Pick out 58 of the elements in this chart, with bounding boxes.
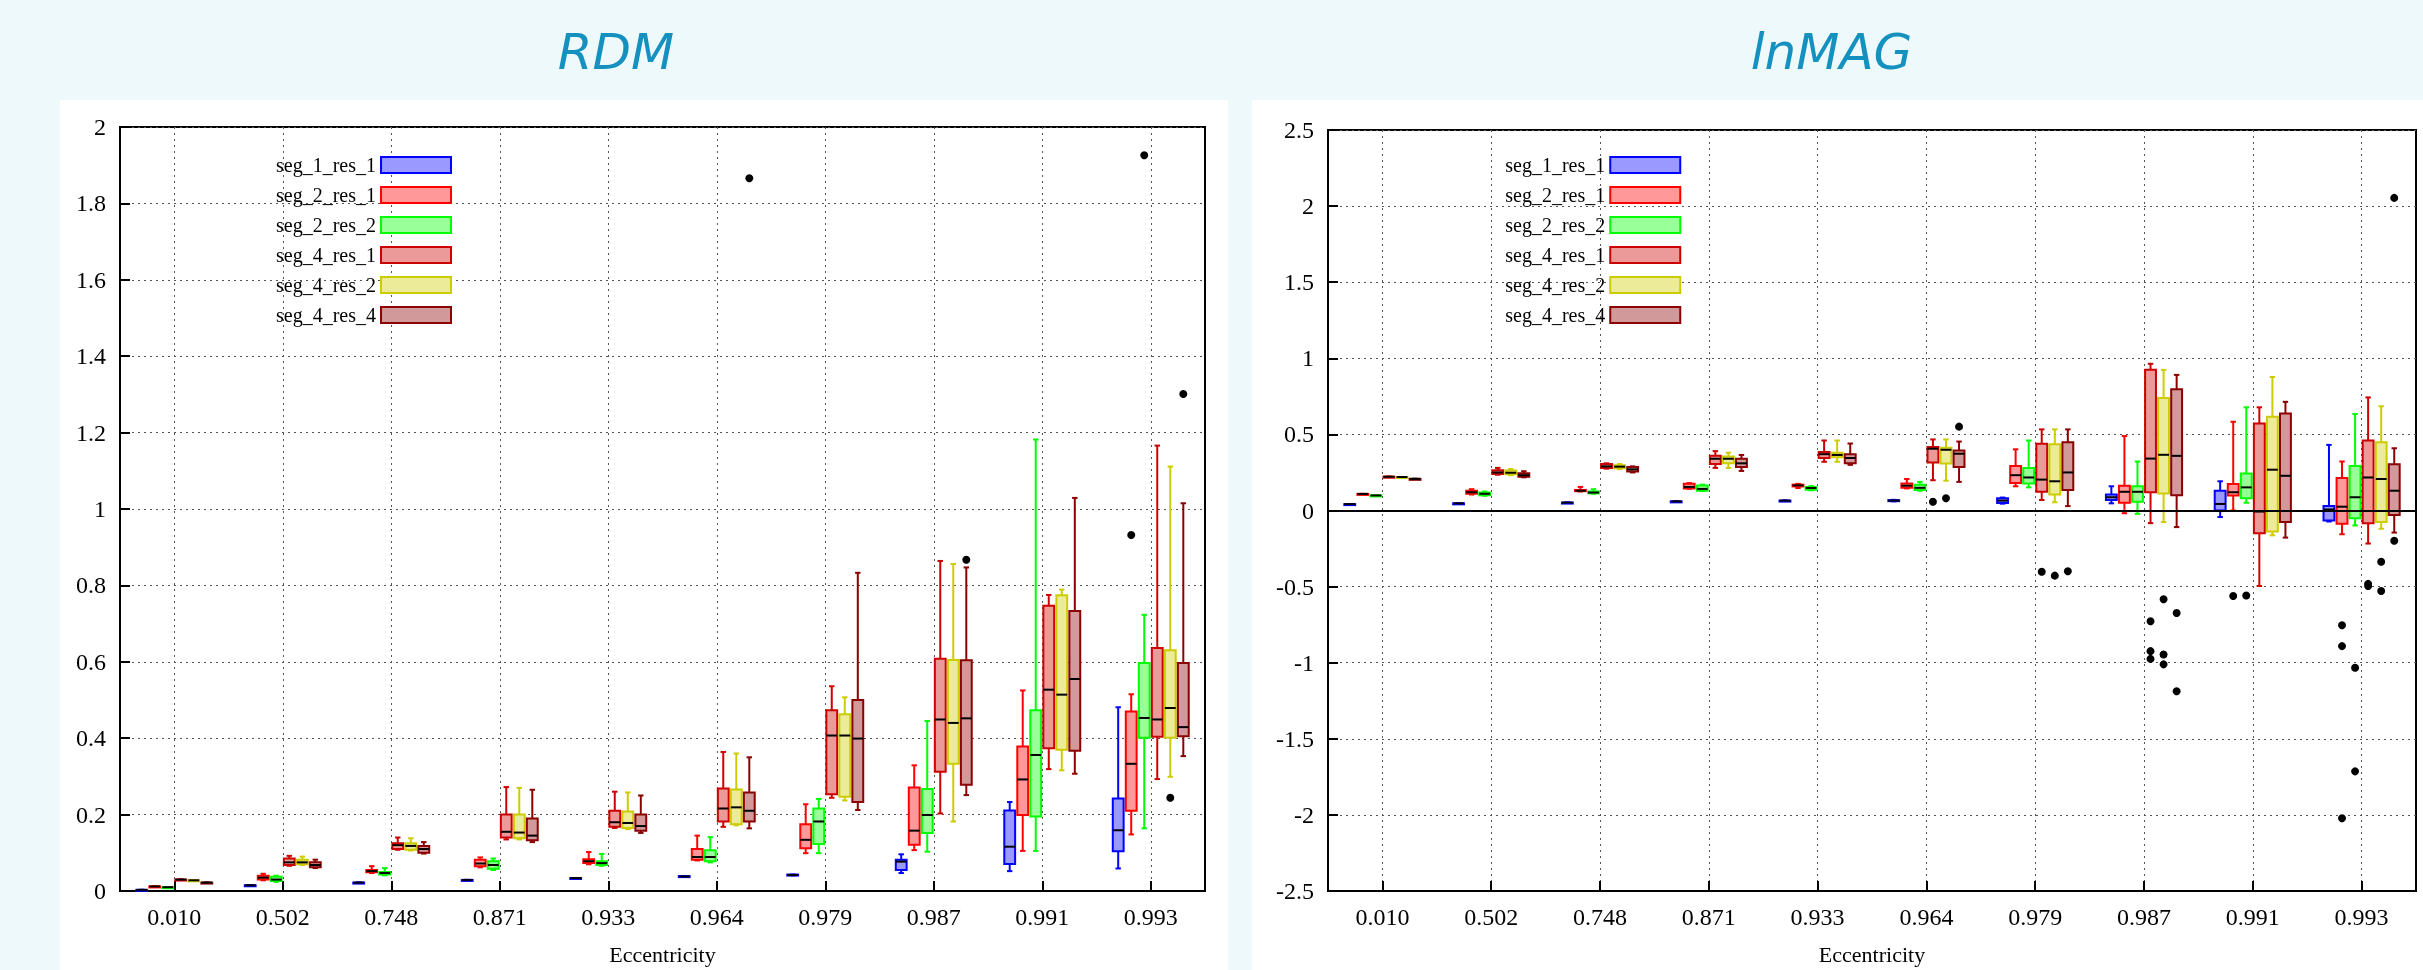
x-tick-label: 0.987 [906, 904, 961, 930]
x-tick-label: 0.748 [1573, 904, 1627, 930]
x-tick-label: 0.964 [1899, 904, 1954, 930]
y-tick-label: 1.2 [76, 419, 106, 446]
x-tick-label: 0.748 [364, 904, 419, 930]
x-tick-label: 0.871 [472, 904, 527, 930]
y-tick-label: 0.4 [76, 725, 106, 752]
x-tick-label: 0.871 [1681, 904, 1736, 930]
legend-label: seg_2_res_2 [1505, 214, 1606, 237]
legend-label: seg_2_res_2 [276, 214, 377, 237]
legend-label: seg_4_res_4 [276, 304, 377, 327]
legend-label: seg_1_res_1 [1505, 154, 1606, 177]
y-tick-label: 0.2 [76, 801, 106, 828]
legend-label: seg_1_res_1 [276, 154, 377, 177]
y-tick-label: 2 [1302, 193, 1314, 220]
y-tick-label: 1 [1302, 345, 1314, 372]
y-tick-label: -1.5 [1276, 725, 1314, 752]
x-tick-label: 0.993 [2334, 904, 2389, 930]
x-tick-label: 0.987 [2117, 904, 2171, 930]
x-tick-label: 0.933 [581, 904, 636, 930]
y-tick-label: 0 [94, 878, 106, 904]
x-axis-title: Eccentricity [609, 941, 716, 967]
x-tick-label: 0.010 [1355, 904, 1410, 930]
legend-label: seg_2_res_1 [1505, 184, 1606, 207]
x-tick-label: 0.991 [2225, 904, 2280, 930]
y-tick-label: 0.5 [1284, 421, 1314, 448]
x-axis-title: Eccentricity [1818, 941, 1926, 967]
x-tick-label: 0.979 [798, 904, 853, 930]
x-tick-label: 0.010 [147, 904, 202, 930]
y-tick-label: 0.6 [76, 648, 106, 675]
y-tick-label: -2 [1294, 801, 1314, 828]
y-tick-label: 2 [94, 114, 106, 140]
y-tick-label: 2.5 [1284, 117, 1314, 143]
y-tick-label: 1.5 [1284, 269, 1314, 296]
y-tick-label: 1.4 [76, 343, 106, 370]
y-tick-label: 0.8 [76, 572, 106, 599]
y-tick-label: 1.6 [76, 266, 106, 293]
x-tick-label: 0.991 [1015, 904, 1070, 930]
legend-label: seg_4_res_2 [276, 274, 377, 297]
x-tick-label: 0.964 [689, 904, 744, 930]
x-tick-label: 0.979 [2008, 904, 2063, 930]
legend-label: seg_4_res_1 [1505, 244, 1606, 267]
legend-label: seg_4_res_4 [1505, 304, 1606, 327]
chart-title: RDM [557, 23, 675, 81]
y-tick-label: 0 [1302, 497, 1314, 524]
legend-label: seg_4_res_2 [1505, 274, 1606, 297]
chart-title: lnMAG [1750, 23, 1913, 81]
y-tick-label: 1 [94, 496, 106, 522]
x-tick-label: 0.993 [1123, 904, 1178, 930]
x-tick-label: 0.502 [1464, 904, 1519, 930]
legend-label: seg_2_res_1 [276, 184, 377, 207]
y-tick-label: -2.5 [1276, 878, 1314, 904]
x-tick-label: 0.502 [255, 904, 310, 930]
y-tick-label: -0.5 [1276, 573, 1314, 600]
y-tick-label: -1 [1294, 649, 1314, 676]
x-tick-label: 0.933 [1790, 904, 1845, 930]
legend-label: seg_4_res_1 [276, 244, 377, 267]
y-tick-label: 1.8 [76, 190, 106, 217]
